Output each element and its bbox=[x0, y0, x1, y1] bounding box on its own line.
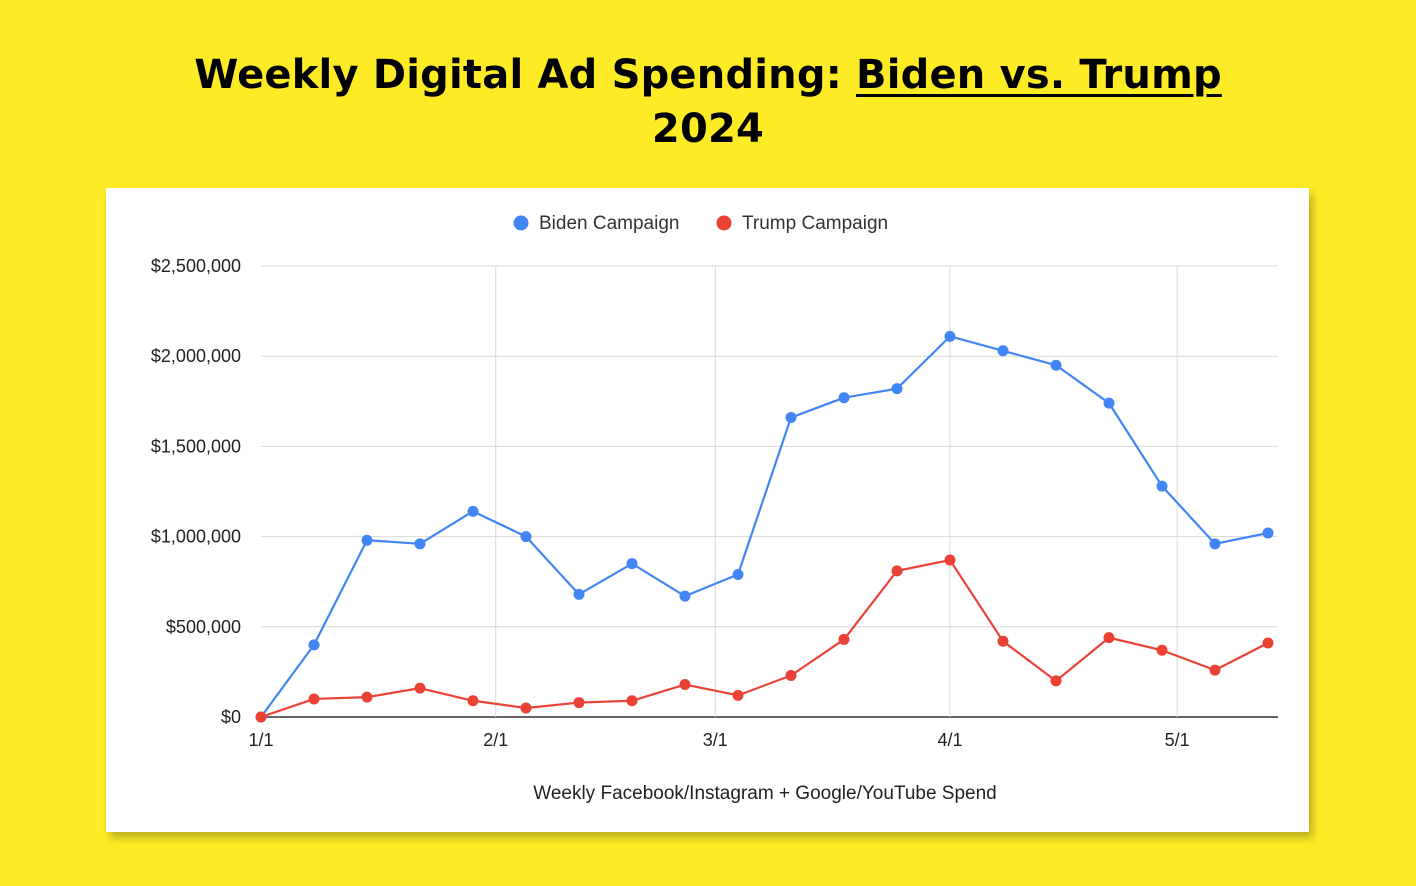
y-tick-label: $500,000 bbox=[166, 617, 241, 637]
data-point-trump bbox=[467, 695, 479, 707]
y-tick-label: $1,500,000 bbox=[151, 436, 241, 456]
x-tick-label: 2/1 bbox=[483, 730, 508, 750]
data-point-biden bbox=[520, 531, 532, 543]
data-point-trump bbox=[997, 635, 1009, 647]
data-point-trump bbox=[679, 679, 691, 691]
data-point-biden bbox=[1262, 527, 1274, 539]
data-point-trump bbox=[1103, 632, 1115, 644]
data-point-trump bbox=[1209, 664, 1221, 676]
y-tick-label: $0 bbox=[221, 707, 241, 727]
title-prefix: Weekly Digital Ad Spending: bbox=[194, 52, 857, 98]
data-point-trump bbox=[1156, 644, 1168, 656]
y-tick-label: $2,500,000 bbox=[151, 256, 241, 276]
chart-card: $0 $500,000 $1,000,000 $1,500,000 $2,000,000… bbox=[106, 188, 1309, 832]
data-point-biden bbox=[308, 639, 320, 651]
data-point-biden bbox=[679, 590, 691, 602]
data-point-trump bbox=[732, 689, 744, 701]
data-point-biden bbox=[414, 538, 426, 550]
data-point-biden bbox=[785, 412, 797, 424]
data-point-biden bbox=[891, 383, 903, 395]
x-tick-label: 4/1 bbox=[937, 730, 962, 750]
data-point-biden bbox=[573, 588, 585, 600]
data-point-trump bbox=[520, 702, 532, 714]
title-year: 2024 bbox=[651, 106, 765, 152]
data-point-trump bbox=[361, 691, 373, 703]
legend-marker-biden bbox=[513, 215, 529, 231]
x-tick-label: 1/1 bbox=[248, 730, 273, 750]
title-underlined: Biden vs. Trump bbox=[856, 52, 1222, 98]
data-point-biden bbox=[1103, 397, 1115, 409]
y-tick-label: $2,000,000 bbox=[151, 346, 241, 366]
data-point-trump bbox=[944, 554, 956, 566]
series-line-biden bbox=[260, 335, 1269, 718]
data-point-biden bbox=[626, 558, 638, 570]
data-point-trump bbox=[1050, 675, 1062, 687]
legend-marker-trump bbox=[716, 215, 732, 231]
data-point-trump bbox=[1262, 637, 1274, 649]
data-point-biden bbox=[997, 345, 1009, 357]
x-axis-title: Weekly Facebook/Instagram + Google/YouTu… bbox=[533, 783, 997, 804]
data-point-biden bbox=[467, 505, 479, 517]
line-chart: $0 $500,000 $1,000,000 $1,500,000 $2,000,000… bbox=[151, 213, 1278, 804]
data-point-trump bbox=[414, 682, 426, 694]
y-tick-label: $1,000,000 bbox=[151, 527, 241, 547]
page-title: Weekly Digital Ad Spending: Biden vs. Tr… bbox=[0, 48, 1416, 156]
data-point-trump bbox=[785, 670, 797, 682]
data-point-trump bbox=[626, 695, 638, 707]
data-point-biden bbox=[1209, 538, 1221, 550]
data-point-biden bbox=[1050, 359, 1062, 371]
data-point-trump bbox=[891, 565, 903, 577]
data-point-trump bbox=[573, 697, 585, 709]
data-point-trump bbox=[308, 693, 320, 705]
x-tick-label: 3/1 bbox=[703, 730, 728, 750]
data-point-biden bbox=[361, 534, 373, 546]
data-point-biden bbox=[944, 330, 956, 342]
data-point-trump bbox=[838, 633, 850, 645]
data-point-biden bbox=[732, 568, 744, 580]
legend-label-biden: Biden Campaign bbox=[539, 213, 679, 234]
data-point-trump bbox=[255, 711, 267, 723]
series-line-trump bbox=[260, 558, 1269, 719]
x-tick-label: 5/1 bbox=[1165, 730, 1190, 750]
legend-label-trump: Trump Campaign bbox=[742, 213, 888, 234]
data-point-biden bbox=[838, 392, 850, 404]
data-point-biden bbox=[1156, 480, 1168, 492]
